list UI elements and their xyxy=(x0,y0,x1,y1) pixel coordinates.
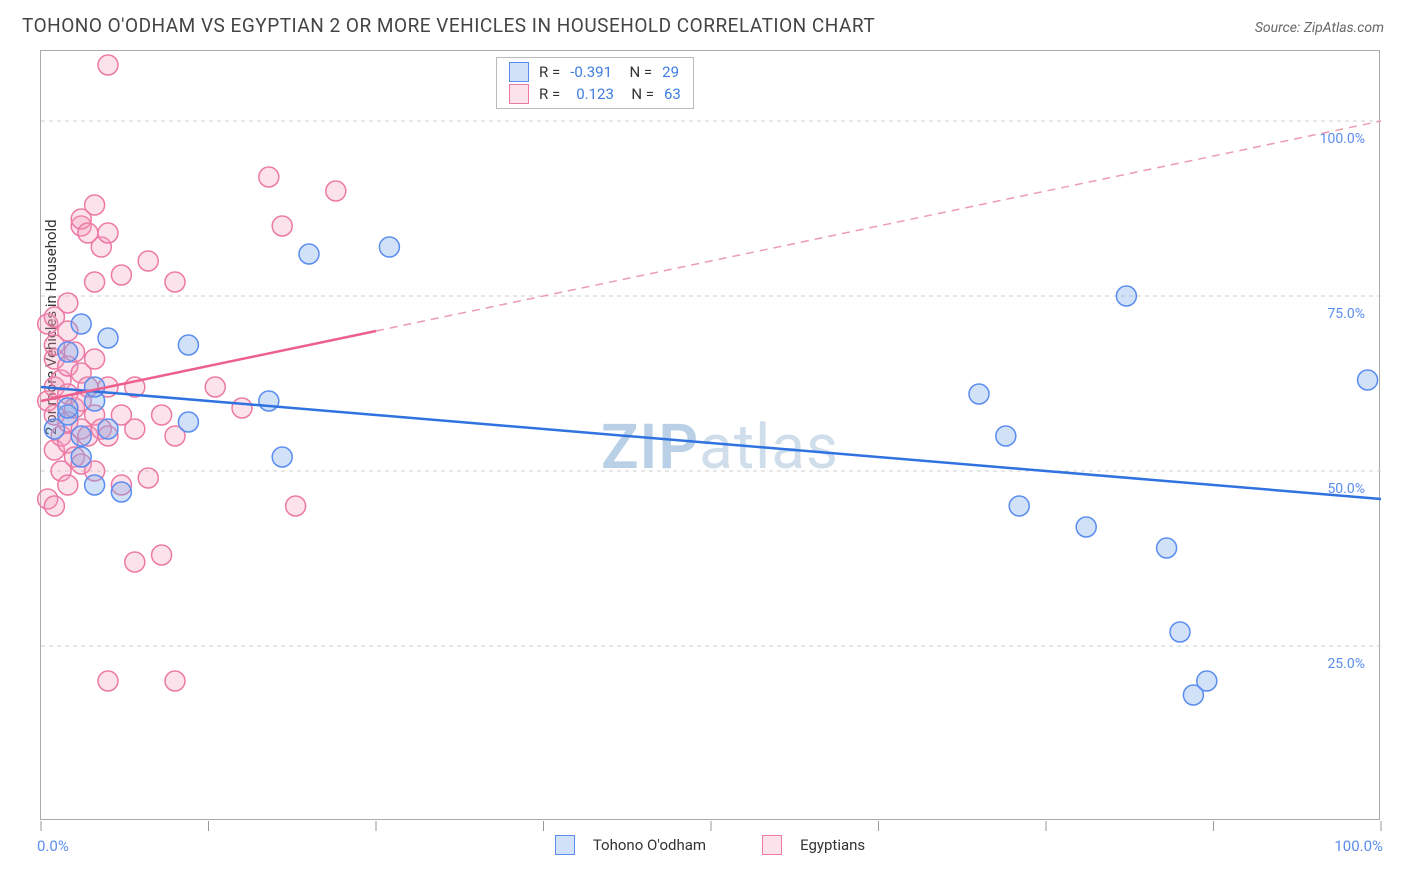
x-axis-start-label: 0.0% xyxy=(37,837,69,855)
legend-label-blue: Tohono O'odham xyxy=(593,836,706,854)
bottom-legend: Tohono O'odham Egyptians xyxy=(41,835,1379,855)
chart-title: TOHONO O'ODHAM VS EGYPTIAN 2 OR MORE VEH… xyxy=(22,14,875,37)
stats-box: R = -0.391 N = 29 R = 0.123 N = 63 xyxy=(496,57,694,109)
swatch-blue-icon xyxy=(509,62,529,82)
stats-row-pink: R = 0.123 N = 63 xyxy=(497,83,693,105)
legend-label-pink: Egyptians xyxy=(800,836,865,854)
scatter-svg: 25.0%50.0%75.0%100.0% xyxy=(41,51,1381,821)
svg-text:25.0%: 25.0% xyxy=(1327,656,1365,672)
stats-row-blue: R = -0.391 N = 29 xyxy=(497,61,693,83)
x-axis-end-label: 100.0% xyxy=(1334,837,1383,855)
legend-swatch-pink-icon xyxy=(762,835,782,855)
legend-swatch-blue-icon xyxy=(555,835,575,855)
svg-text:100.0%: 100.0% xyxy=(1320,131,1365,147)
swatch-pink-icon xyxy=(509,84,529,104)
plot-area: 2 or more Vehicles in Household ZIPatlas… xyxy=(40,50,1380,820)
source-label: Source: ZipAtlas.com xyxy=(1255,20,1384,36)
svg-text:75.0%: 75.0% xyxy=(1327,306,1365,322)
